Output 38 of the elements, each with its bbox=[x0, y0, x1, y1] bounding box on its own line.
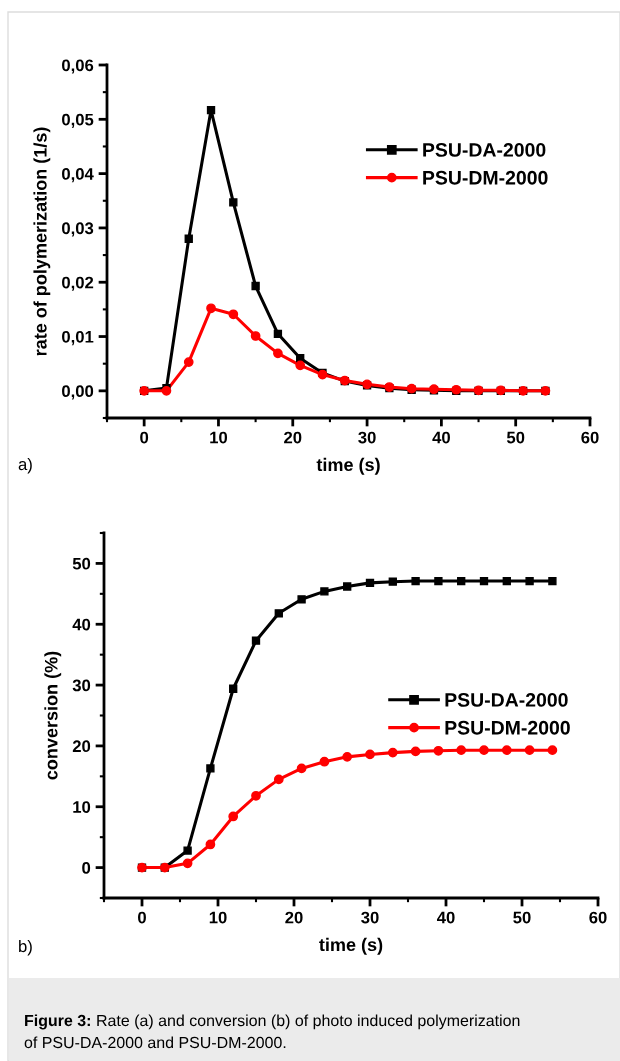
y-tick-label: 0,02 bbox=[62, 276, 94, 291]
legend-label: PSU-DM-2000 bbox=[423, 170, 548, 185]
x-tick-label: 20 bbox=[285, 911, 303, 924]
y-tick-label: 0,01 bbox=[62, 330, 94, 346]
x-tick-label: 30 bbox=[358, 431, 376, 444]
y-tick-label: 40 bbox=[72, 618, 91, 631]
y-tick-label: 0,06 bbox=[62, 59, 94, 74]
text: Figure 3: Rate (a) and conversion (b) of photo induced polymerization of PSU-DA-2000 and PSU-DM-2000. bbox=[24, 1014, 520, 1049]
x-axis-title: time (s) bbox=[316, 457, 380, 475]
y-tick-label: 0,03 bbox=[62, 222, 94, 237]
x-tick-label: 50 bbox=[513, 911, 531, 924]
x-tick-label: 50 bbox=[506, 431, 525, 444]
x-tick-label: 10 bbox=[209, 911, 227, 924]
x-tick-label: 40 bbox=[436, 911, 455, 924]
y-tick-label: 0,05 bbox=[62, 113, 94, 128]
y-tick-label: 10 bbox=[73, 801, 91, 813]
legend-label: PSU-DA-2000 bbox=[445, 693, 568, 707]
x-axis-title: time (s) bbox=[319, 937, 383, 955]
x-tick-label: 40 bbox=[432, 431, 450, 444]
y-tick-label: 30 bbox=[72, 679, 91, 692]
legend-label: PSU-DA-2000 bbox=[423, 143, 546, 157]
y-tick-label: 0,00 bbox=[62, 385, 94, 400]
legend-label: PSU-DM-2000 bbox=[445, 720, 570, 735]
x-tick-label: 60 bbox=[589, 911, 607, 924]
x-tick-label: 0 bbox=[140, 431, 149, 444]
x-tick-label: 20 bbox=[284, 431, 302, 444]
text: b) bbox=[19, 939, 32, 956]
y-tick-label: 0 bbox=[82, 861, 91, 874]
y-tick-label: 20 bbox=[72, 740, 91, 753]
x-tick-label: 30 bbox=[361, 911, 379, 924]
x-tick-label: 10 bbox=[210, 431, 228, 444]
y-tick-label: 50 bbox=[72, 557, 91, 570]
y-tick-label: 0,04 bbox=[62, 168, 94, 183]
y-axis-title: rate of polymerization (1/s) bbox=[33, 127, 51, 356]
y-axis-title: conversion (%) bbox=[44, 651, 62, 780]
x-tick-label: 60 bbox=[581, 431, 599, 444]
text: a) bbox=[18, 457, 32, 474]
x-tick-label: 0 bbox=[138, 911, 146, 924]
